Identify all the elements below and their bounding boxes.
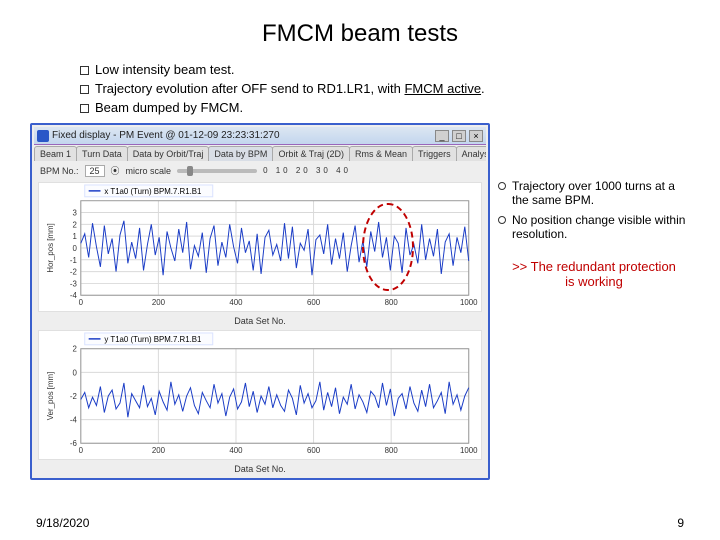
- chart-horizontal-position: -4 -3 -2 -1 0 1 2 3 0 200 400 600 800 1000 Hor_pos [mm…: [38, 182, 482, 312]
- note-item: Trajectory over 1000 turns at a the same…: [498, 179, 690, 207]
- x-axis-label: Data Set No.: [34, 316, 486, 328]
- svg-text:400: 400: [229, 446, 243, 455]
- bullet-text: Beam dumped by FMCM.: [95, 100, 243, 115]
- footer-date: 9/18/2020: [36, 516, 89, 530]
- scale-slider[interactable]: [177, 169, 257, 173]
- circle-bullet-icon: [498, 216, 506, 224]
- link-text: FMCM active: [404, 81, 481, 96]
- svg-text:2: 2: [72, 220, 76, 229]
- svg-text:600: 600: [307, 298, 321, 307]
- svg-text:-4: -4: [70, 416, 78, 425]
- svg-text:-1: -1: [70, 256, 77, 265]
- svg-text:0: 0: [72, 244, 77, 253]
- minimize-button[interactable]: _: [435, 130, 449, 142]
- tab-triggers[interactable]: Triggers: [412, 146, 457, 161]
- tab-analysis-log[interactable]: Analysis Log: [456, 146, 486, 161]
- bullet-item: Low intensity beam test.: [80, 62, 690, 77]
- svg-text:-2: -2: [70, 268, 77, 277]
- page-number: 9: [677, 516, 684, 530]
- svg-text:-2: -2: [70, 392, 77, 401]
- svg-text:Ver_pos [mm]: Ver_pos [mm]: [46, 372, 55, 420]
- svg-text:0: 0: [79, 298, 84, 307]
- svg-text:400: 400: [229, 298, 243, 307]
- square-bullet-icon: [80, 85, 89, 94]
- svg-text:Hor_pos [mm]: Hor_pos [mm]: [46, 223, 55, 272]
- svg-text:600: 600: [307, 446, 321, 455]
- bpm-value[interactable]: 25: [85, 165, 105, 177]
- svg-text:3: 3: [72, 208, 77, 217]
- svg-text:x T1a0 (Turn) BPM.7.R1.B1: x T1a0 (Turn) BPM.7.R1.B1: [104, 187, 201, 196]
- svg-text:200: 200: [152, 298, 166, 307]
- square-bullet-icon: [80, 66, 89, 75]
- tab-turn-data[interactable]: Turn Data: [76, 146, 128, 161]
- svg-text:200: 200: [152, 446, 166, 455]
- x-axis-label: Data Set No.: [34, 464, 486, 476]
- svg-text:-3: -3: [70, 279, 78, 288]
- bullet-item: Trajectory evolution after OFF send to R…: [80, 81, 690, 96]
- svg-text:1: 1: [72, 232, 76, 241]
- tab-strip: Beam 1Turn DataData by Orbit/TrajData by…: [34, 146, 486, 161]
- svg-text:1000: 1000: [460, 298, 478, 307]
- svg-text:-4: -4: [70, 291, 78, 300]
- svg-text:2: 2: [72, 345, 76, 354]
- svg-text:-6: -6: [70, 439, 78, 448]
- bullet-item: Beam dumped by FMCM.: [80, 100, 690, 115]
- conclusion-text: >> The redundant protection is working: [498, 259, 690, 289]
- maximize-button[interactable]: □: [452, 130, 466, 142]
- svg-text:0: 0: [79, 446, 84, 455]
- control-row: BPM No.: 25 ⦿ micro scale 0 10 20 30 40: [34, 161, 486, 180]
- svg-text:1000: 1000: [460, 446, 478, 455]
- chart-window: Fixed display - PM Event @ 01-12-09 23:2…: [30, 123, 490, 480]
- slide: FMCM beam tests Low intensity beam test.…: [0, 0, 720, 540]
- note-text: Trajectory over 1000 turns at a the same…: [512, 179, 690, 207]
- tab-orbit-traj-2d-[interactable]: Orbit & Traj (2D): [272, 146, 350, 161]
- scale-label: micro scale: [126, 166, 172, 176]
- close-button[interactable]: ×: [469, 130, 483, 142]
- slider-ticks: 0 10 20 30 40: [263, 166, 351, 175]
- content-row: Fixed display - PM Event @ 01-12-09 23:2…: [30, 123, 690, 480]
- bpm-label: BPM No.:: [40, 166, 79, 176]
- note-item: No position change visible within resolu…: [498, 213, 690, 241]
- svg-text:0: 0: [72, 368, 77, 377]
- slide-title: FMCM beam tests: [30, 20, 690, 48]
- tab-data-by-bpm[interactable]: Data by BPM: [208, 146, 273, 161]
- bullet-list: Low intensity beam test. Trajectory evol…: [80, 62, 690, 115]
- bullet-text: Trajectory evolution after OFF send to R…: [95, 81, 485, 96]
- chart-vertical-position: -6 -4 -2 0 2 0 200 400 600 800 1000 Ver_pos [mm] y T…: [38, 330, 482, 460]
- window-title: Fixed display - PM Event @ 01-12-09 23:2…: [52, 130, 280, 141]
- window-titlebar[interactable]: Fixed display - PM Event @ 01-12-09 23:2…: [34, 127, 486, 145]
- tab-data-by-orbit-traj[interactable]: Data by Orbit/Traj: [127, 146, 210, 161]
- app-icon: [37, 130, 49, 142]
- circle-bullet-icon: [498, 182, 506, 190]
- tab-rms-mean[interactable]: Rms & Mean: [349, 146, 413, 161]
- tab-beam-1[interactable]: Beam 1: [34, 146, 77, 161]
- svg-text:800: 800: [385, 298, 399, 307]
- svg-text:800: 800: [385, 446, 399, 455]
- square-bullet-icon: [80, 104, 89, 113]
- bullet-text: Low intensity beam test.: [95, 62, 234, 77]
- chart-svg: -6 -4 -2 0 2 0 200 400 600 800 1000 Ver_pos [mm] y T…: [39, 331, 481, 459]
- side-notes: Trajectory over 1000 turns at a the same…: [498, 123, 690, 480]
- chart-svg: -4 -3 -2 -1 0 1 2 3 0 200 400 600 800 1000 Hor_pos [mm…: [39, 183, 481, 311]
- svg-text:y T1a0 (Turn) BPM.7.R1.B1: y T1a0 (Turn) BPM.7.R1.B1: [104, 335, 201, 344]
- note-text: No position change visible within resolu…: [512, 213, 690, 241]
